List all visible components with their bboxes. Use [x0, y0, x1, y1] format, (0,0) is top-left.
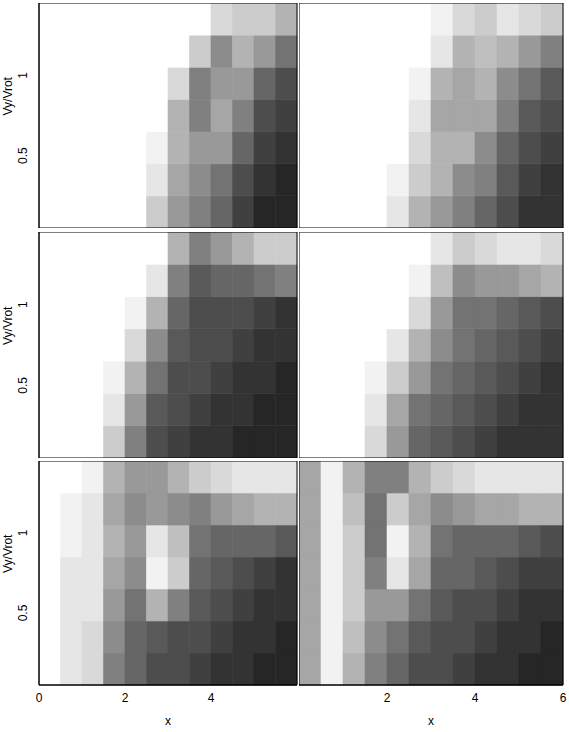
svg-text:0: 0	[36, 691, 43, 705]
svg-text:2: 2	[122, 691, 129, 705]
svg-text:0.5: 0.5	[16, 604, 30, 621]
svg-text:1: 1	[16, 529, 30, 536]
svg-text:6: 6	[560, 691, 567, 705]
svg-text:1: 1	[16, 301, 30, 308]
svg-text:2: 2	[384, 691, 391, 705]
svg-text:x: x	[428, 714, 434, 727]
svg-text:Vy/Vrot: Vy/Vrot	[1, 306, 15, 345]
svg-text:Vy/Vrot: Vy/Vrot	[1, 534, 15, 573]
svg-text:0.5: 0.5	[16, 377, 30, 394]
svg-text:4: 4	[472, 691, 479, 705]
svg-text:Vy/Vrot: Vy/Vrot	[1, 76, 15, 115]
svg-text:x: x	[165, 714, 171, 727]
svg-text:0.5: 0.5	[16, 147, 30, 164]
svg-text:4: 4	[208, 691, 215, 705]
svg-text:1: 1	[16, 72, 30, 79]
